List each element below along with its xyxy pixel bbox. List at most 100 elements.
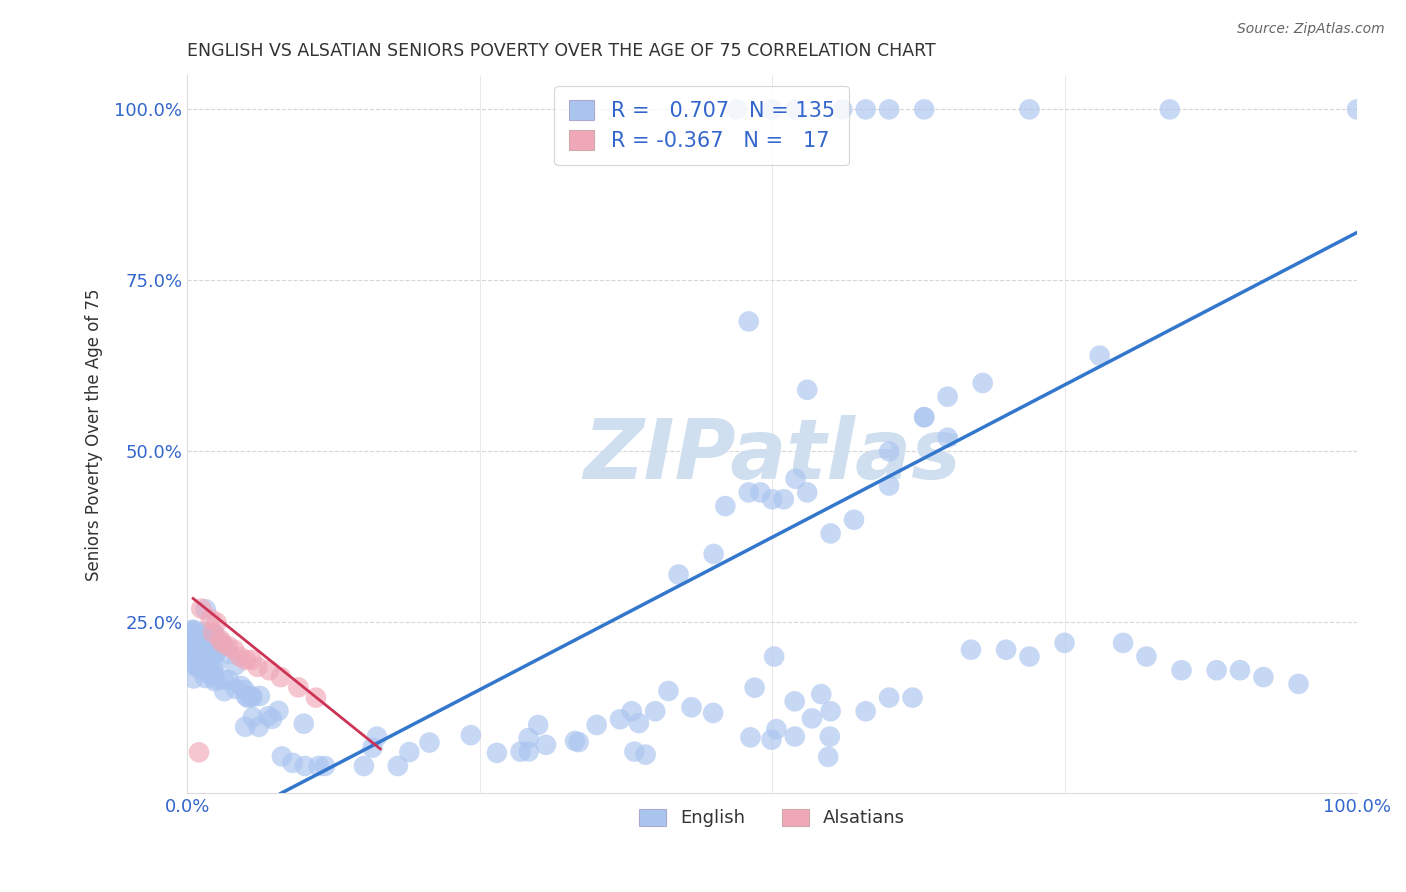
Point (191, 629, 214, 643)
Point (820, 526, 842, 541)
Point (193, 624, 215, 639)
Point (225, 681, 247, 696)
Point (190, 601, 212, 615)
Point (194, 638, 217, 652)
Point (995, 642, 1018, 657)
Point (183, 657, 205, 671)
Point (509, 745, 531, 759)
Point (260, 712, 283, 726)
Point (972, 376, 994, 390)
Point (568, 735, 591, 749)
Point (208, 632, 231, 647)
Point (361, 740, 384, 755)
Point (212, 673, 235, 687)
Point (181, 631, 204, 645)
Point (194, 652, 217, 666)
Y-axis label: Seniors Poverty Over the Age of 75: Seniors Poverty Over the Age of 75 (86, 288, 103, 581)
Point (817, 750, 839, 764)
Point (810, 687, 832, 701)
Point (281, 756, 304, 770)
Point (201, 625, 224, 640)
Point (842, 513, 865, 527)
Point (188, 745, 211, 759)
Point (270, 670, 292, 684)
Point (308, 759, 330, 773)
Point (204, 628, 226, 642)
Point (353, 759, 375, 773)
Point (1253, 670, 1275, 684)
Point (818, 730, 841, 744)
Point (1159, 103, 1181, 117)
Point (783, 730, 806, 744)
Point (235, 653, 257, 667)
Point (796, 383, 818, 397)
Point (204, 647, 226, 661)
Point (184, 658, 207, 673)
Point (1018, 103, 1040, 117)
Point (224, 658, 246, 673)
Point (912, 410, 935, 425)
Point (1205, 663, 1227, 677)
Point (657, 684, 679, 698)
Point (740, 731, 762, 745)
Point (235, 690, 257, 704)
Point (200, 612, 222, 626)
Point (257, 663, 280, 677)
Point (609, 712, 631, 726)
Point (184, 632, 207, 647)
Point (681, 700, 703, 714)
Point (217, 640, 239, 654)
Point (936, 390, 959, 404)
Point (181, 624, 204, 639)
Point (287, 681, 309, 695)
Point (204, 674, 226, 689)
Point (1112, 636, 1135, 650)
Point (1088, 349, 1111, 363)
Point (387, 759, 409, 773)
Point (197, 649, 219, 664)
Point (202, 668, 225, 682)
Point (201, 660, 224, 674)
Point (183, 629, 205, 643)
Point (292, 716, 315, 731)
Point (1018, 649, 1040, 664)
Point (1170, 663, 1192, 677)
Point (257, 709, 280, 723)
Point (714, 499, 737, 513)
Point (247, 720, 270, 734)
Point (785, 103, 807, 117)
Point (783, 694, 806, 708)
Point (222, 642, 245, 657)
Point (398, 745, 420, 759)
Point (270, 749, 292, 764)
Point (623, 745, 645, 759)
Point (198, 665, 221, 679)
Point (534, 738, 557, 752)
Point (240, 690, 263, 705)
Point (181, 623, 204, 637)
Point (761, 732, 783, 747)
Point (218, 673, 240, 687)
Point (796, 485, 818, 500)
Point (218, 647, 240, 661)
Point (702, 706, 724, 720)
Point (204, 657, 226, 672)
Point (644, 704, 666, 718)
Point (831, 103, 853, 117)
Text: ZIPatlas: ZIPatlas (583, 416, 962, 496)
Point (240, 653, 263, 667)
Point (785, 472, 807, 486)
Point (205, 615, 228, 630)
Point (668, 567, 690, 582)
Point (1346, 103, 1368, 117)
Point (186, 659, 208, 673)
Legend: English, Alsatians: English, Alsatians (631, 801, 912, 835)
Point (527, 718, 550, 732)
Point (765, 722, 787, 736)
Point (194, 602, 217, 616)
Point (366, 730, 388, 744)
Point (233, 682, 256, 697)
Point (738, 314, 761, 328)
Point (634, 747, 657, 762)
Point (194, 671, 217, 685)
